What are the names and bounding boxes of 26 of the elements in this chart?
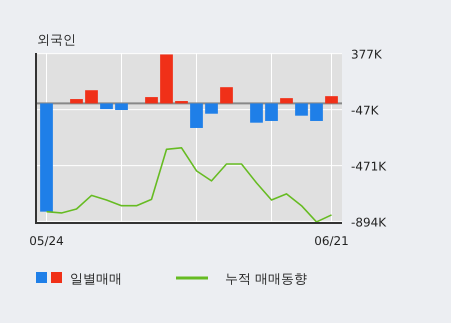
bar — [295, 103, 308, 116]
x-tick-label: 06/21 — [314, 234, 349, 248]
bar — [100, 103, 113, 110]
x-tick-label: 05/24 — [29, 234, 64, 248]
bar — [85, 90, 98, 104]
bar — [310, 103, 323, 121]
bar — [220, 87, 233, 104]
legend-label: 일별매매 — [70, 272, 122, 287]
chart-title: 외국인 — [37, 33, 76, 48]
bar — [250, 103, 263, 123]
bar — [325, 96, 338, 104]
bar — [160, 54, 173, 104]
bar — [40, 103, 53, 212]
y-tick-label: -471K — [351, 160, 388, 174]
y-tick-label: -894K — [351, 215, 388, 230]
line-series — [46, 146, 332, 223]
legend-label: 누적 매매동향 — [225, 272, 308, 287]
bar — [70, 99, 83, 104]
bar — [265, 103, 278, 121]
bar — [145, 97, 158, 104]
bar — [280, 98, 293, 104]
bar — [115, 103, 128, 110]
bar — [190, 103, 203, 128]
y-tick-label: -47K — [351, 104, 380, 118]
bar — [205, 103, 218, 114]
y-tick-label: 377K — [351, 48, 383, 62]
